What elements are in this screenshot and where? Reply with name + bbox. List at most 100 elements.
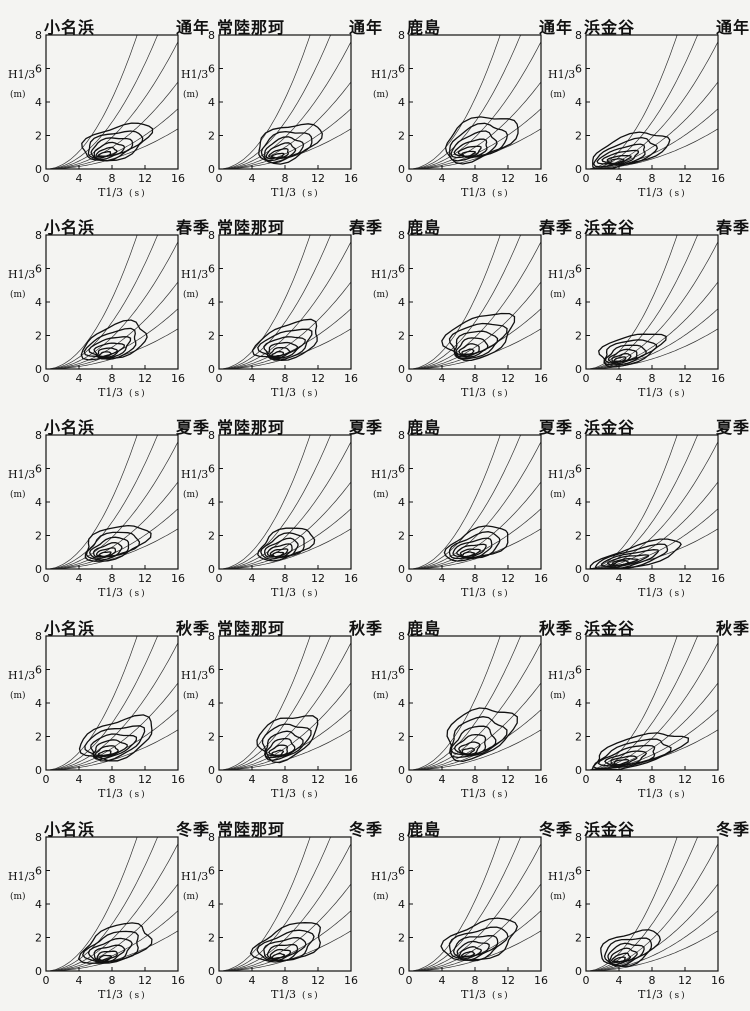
y-axis-label: H1/3 (m)	[8, 268, 35, 302]
y-axis-unit: (m)	[373, 691, 389, 701]
steepness-curve	[586, 843, 718, 971]
x-tick-label: 0	[406, 773, 413, 786]
y-axis-unit: (m)	[10, 892, 26, 902]
panel-station-title: 小名浜	[44, 218, 96, 237]
x-tick-label: 8	[282, 773, 289, 786]
steepness-curve	[46, 682, 178, 770]
chart-panel: 小名浜 冬季 0 4 8 12 16 0 2 4 6 8 H1/3 (m) T1/3 (s)	[8, 802, 220, 1002]
chart-panel: 浜金谷 夏季 0 4 8 12 16 0 2 4 6 8 H1/3 (m) T1/3 (s)	[548, 400, 750, 600]
y-axis-label: H1/3 (m)	[371, 68, 398, 102]
x-tick-label: 16	[344, 372, 358, 385]
probability-contour	[249, 922, 321, 963]
y-tick-label: 6	[575, 63, 582, 76]
x-tick-label: 0	[583, 172, 590, 185]
probability-contour	[461, 348, 475, 355]
steepness-curve	[46, 235, 138, 369]
x-axis-unit: (s)	[129, 991, 147, 1001]
steepness-curve	[586, 910, 718, 971]
panel-plot: 0 4 8 12 16 0 2 4 6 8	[208, 630, 358, 786]
x-tick-label: 4	[76, 572, 83, 585]
probability-contour	[457, 145, 482, 158]
y-axis-unit: (m)	[373, 490, 389, 500]
panel-station-title: 小名浜	[44, 418, 96, 437]
x-axis-title: T1/3	[461, 386, 487, 399]
probability-contour	[601, 149, 639, 166]
panel-station-title: 浜金谷	[584, 418, 636, 437]
x-axis-title: T1/3	[98, 186, 124, 199]
probability-contour	[271, 952, 286, 960]
x-tick-label: 12	[311, 572, 325, 585]
y-axis-label: H1/3 (m)	[371, 669, 398, 703]
probability-contour	[609, 947, 638, 964]
y-axis-title: H1/3	[181, 68, 209, 81]
y-axis-title: H1/3	[371, 669, 399, 682]
chart-panel: 浜金谷 通年 0 4 8 12 16 0 2 4 6 8 H1/3 (m) T1/3 (s)	[548, 0, 750, 200]
y-tick-label: 6	[398, 263, 405, 276]
probability-contour	[98, 351, 112, 358]
x-axis-title: T1/3	[98, 787, 124, 800]
y-axis-title: H1/3	[181, 669, 209, 682]
x-tick-label: 12	[501, 572, 515, 585]
y-tick-label: 2	[575, 932, 582, 945]
probability-contour	[90, 733, 138, 760]
y-tick-label: 2	[398, 731, 405, 744]
y-tick-label: 8	[208, 831, 215, 844]
y-axis-unit: (m)	[10, 90, 26, 100]
panel-season-title: 冬季	[715, 820, 750, 839]
x-tick-label: 0	[43, 372, 50, 385]
y-axis-unit: (m)	[183, 892, 199, 902]
steepness-curve	[219, 281, 351, 369]
y-axis-title: H1/3	[371, 468, 399, 481]
probability-contour	[597, 744, 656, 767]
probability-contour	[264, 537, 299, 558]
steepness-curve	[586, 441, 718, 569]
steepness-curve	[409, 41, 541, 169]
probability-contour	[596, 143, 646, 166]
steepness-curve	[46, 435, 138, 569]
x-tick-label: 16	[711, 773, 725, 786]
y-axis-label: H1/3 (m)	[181, 68, 208, 102]
x-tick-label: 16	[534, 773, 548, 786]
steepness-curve	[46, 35, 158, 169]
panel-plot: 0 4 8 12 16 0 2 4 6 8	[208, 429, 358, 585]
x-tick-label: 12	[501, 974, 515, 987]
y-tick-label: 8	[398, 630, 405, 643]
y-tick-label: 8	[398, 229, 405, 242]
probability-contour	[84, 725, 146, 762]
y-tick-label: 8	[575, 29, 582, 42]
y-axis-label: H1/3 (m)	[181, 870, 208, 904]
x-axis-title: T1/3	[638, 186, 664, 199]
y-tick-label: 0	[575, 965, 582, 978]
y-tick-label: 8	[575, 630, 582, 643]
x-tick-label: 16	[171, 172, 185, 185]
x-axis-label: T1/3 (s)	[638, 988, 687, 1001]
steepness-curve	[586, 108, 718, 169]
probability-contour	[456, 940, 490, 960]
probability-contour	[606, 554, 649, 569]
y-tick-label: 4	[575, 296, 582, 309]
y-tick-label: 6	[208, 664, 215, 677]
x-tick-label: 4	[76, 773, 83, 786]
y-tick-label: 6	[575, 865, 582, 878]
x-axis-label: T1/3 (s)	[461, 586, 510, 599]
x-tick-label: 8	[109, 572, 116, 585]
x-axis-label: T1/3 (s)	[461, 988, 510, 1001]
panel-plot: 0 4 8 12 16 0 2 4 6 8	[35, 630, 185, 786]
y-tick-label: 0	[35, 563, 42, 576]
y-tick-label: 8	[575, 429, 582, 442]
x-axis-unit: (s)	[669, 790, 687, 800]
chart-panel: 浜金谷 秋季 0 4 8 12 16 0 2 4 6 8 H1/3 (m) T1/3 (s)	[548, 601, 750, 801]
panel-season-title: 冬季	[538, 820, 573, 839]
x-tick-label: 8	[109, 372, 116, 385]
y-tick-label: 0	[398, 965, 405, 978]
y-tick-label: 0	[35, 965, 42, 978]
steepness-curve	[409, 108, 541, 169]
x-axis-label: T1/3 (s)	[98, 787, 147, 800]
y-tick-label: 0	[575, 764, 582, 777]
plot-frame	[218, 234, 352, 370]
probability-contour	[257, 328, 313, 361]
panel-station-title: 常陸那珂	[217, 820, 286, 839]
panel-station-title: 小名浜	[44, 18, 96, 37]
x-axis-unit: (s)	[302, 389, 320, 399]
x-tick-label: 8	[472, 572, 479, 585]
